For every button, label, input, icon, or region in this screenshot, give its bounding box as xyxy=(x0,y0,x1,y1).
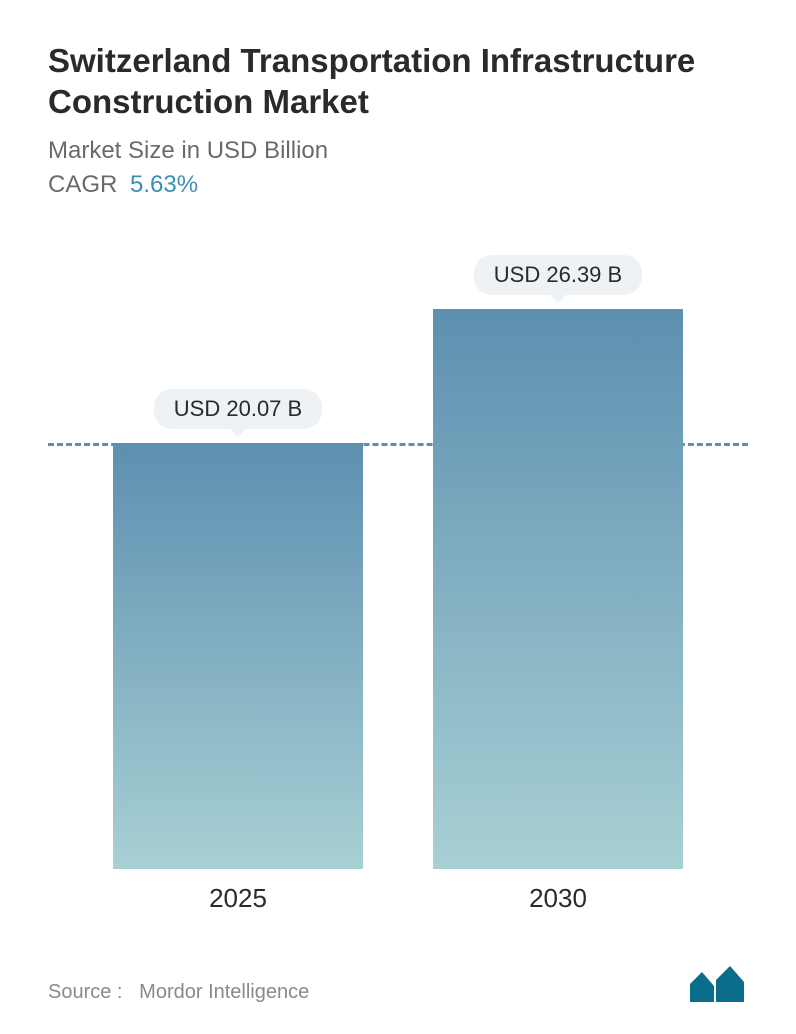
source-label: Source : xyxy=(48,981,122,1003)
cagr-row: CAGR 5.63% xyxy=(48,171,748,199)
x-label-0: 2025 xyxy=(113,883,363,914)
cagr-value: 5.63% xyxy=(130,171,198,198)
value-label-0: USD 20.07 B xyxy=(154,389,322,429)
bar-group-0: USD 20.07 B xyxy=(113,389,363,869)
chart-container: Switzerland Transportation Infrastructur… xyxy=(0,0,796,1034)
x-label-1: 2030 xyxy=(433,883,683,914)
bars-wrap: USD 20.07 B USD 26.39 B xyxy=(48,249,748,869)
bar-1 xyxy=(433,309,683,869)
chart-inner: USD 20.07 B USD 26.39 B xyxy=(48,249,748,869)
footer: Source : Mordor Intelligence xyxy=(48,962,748,1004)
cagr-label: CAGR xyxy=(48,171,117,198)
brand-logo-icon xyxy=(688,962,748,1004)
chart-title: Switzerland Transportation Infrastructur… xyxy=(48,40,748,123)
bar-group-1: USD 26.39 B xyxy=(433,255,683,869)
source-name: Mordor Intelligence xyxy=(139,981,309,1003)
chart-subtitle: Market Size in USD Billion xyxy=(48,137,748,165)
chart-area: USD 20.07 B USD 26.39 B 2025 2030 xyxy=(48,249,748,935)
x-axis-labels: 2025 2030 xyxy=(48,883,748,914)
source-text: Source : Mordor Intelligence xyxy=(48,981,309,1004)
bar-0 xyxy=(113,443,363,869)
value-label-1: USD 26.39 B xyxy=(474,255,642,295)
